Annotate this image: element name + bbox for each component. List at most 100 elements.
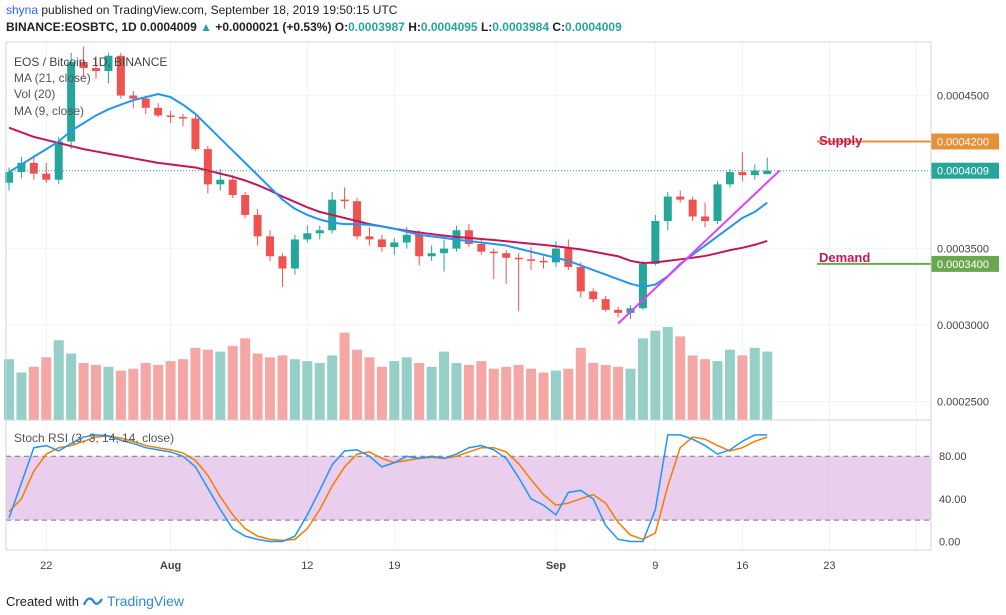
candle-body bbox=[266, 236, 275, 257]
high-label: H: bbox=[408, 20, 421, 34]
volume-bar bbox=[140, 363, 151, 420]
candle-body bbox=[725, 172, 734, 185]
stoch-rsi-title[interactable]: Stoch RSI (3, 3, 14, 14, close) bbox=[14, 431, 174, 445]
candle-body bbox=[489, 251, 498, 254]
candle-body bbox=[191, 118, 200, 150]
support-trendline bbox=[617, 169, 781, 325]
volume-bar bbox=[463, 364, 474, 420]
candle-body bbox=[377, 239, 386, 248]
volume-bar bbox=[376, 366, 387, 420]
candle-body bbox=[253, 214, 262, 237]
volume-bar bbox=[488, 368, 499, 420]
volume-bar bbox=[103, 366, 114, 420]
candle-body bbox=[514, 257, 523, 260]
close-label: C: bbox=[552, 20, 566, 34]
candle-body bbox=[738, 172, 747, 176]
candle-body bbox=[763, 170, 772, 175]
supply-label: Supply bbox=[819, 133, 863, 148]
ticker-last-price: 0.0004009 bbox=[140, 20, 197, 34]
ticker-bar: BINANCE:EOSBTC, 1D 0.0004009 ▲ +0.000002… bbox=[6, 20, 622, 34]
candle-body bbox=[303, 233, 312, 240]
up-arrow-icon: ▲ bbox=[200, 20, 212, 34]
volume-bar bbox=[302, 361, 313, 420]
demand-label: Demand bbox=[819, 250, 870, 265]
ticker-change: +0.0000021 (+0.53%) bbox=[215, 20, 332, 34]
tradingview-brand[interactable]: TradingView bbox=[106, 593, 185, 609]
ma9-line bbox=[8, 93, 768, 288]
candle-body bbox=[116, 55, 125, 96]
candle-body bbox=[278, 256, 287, 269]
created-with-text: Created with bbox=[6, 593, 79, 609]
x-tick-label: 23 bbox=[823, 560, 835, 572]
volume-bar bbox=[613, 366, 624, 420]
volume-bar bbox=[724, 349, 735, 420]
candle-body bbox=[216, 179, 225, 185]
candle-body bbox=[179, 116, 188, 119]
x-tick-label: Aug bbox=[160, 560, 181, 572]
candle-body bbox=[365, 236, 374, 240]
volume-bar bbox=[501, 366, 512, 420]
stoch-d-line bbox=[8, 435, 768, 542]
volume-bar bbox=[28, 366, 39, 420]
volume-bar bbox=[41, 357, 52, 420]
demand-price-tag-bg bbox=[931, 255, 999, 272]
volume-bar bbox=[16, 372, 27, 420]
volume-bar bbox=[53, 340, 64, 420]
candle-body bbox=[129, 95, 138, 99]
candle-body bbox=[551, 248, 560, 263]
price-tick-label: 0.0004500 bbox=[937, 91, 989, 103]
volume-bar bbox=[550, 370, 561, 420]
candle-body bbox=[42, 173, 51, 180]
candle-body bbox=[154, 107, 163, 116]
candle-body bbox=[402, 234, 411, 243]
volume-bar bbox=[439, 351, 450, 420]
candle-body bbox=[477, 244, 486, 252]
candle-body bbox=[663, 196, 672, 222]
volume-bar bbox=[78, 363, 89, 420]
candle-body bbox=[601, 299, 610, 310]
legend-volume[interactable]: Vol (20) bbox=[14, 87, 55, 101]
candle-body bbox=[502, 253, 511, 258]
footer: Created with TradingView bbox=[6, 593, 184, 609]
volume-bar bbox=[339, 332, 350, 420]
last-price-tag-bg bbox=[931, 162, 999, 179]
volume-bar bbox=[712, 361, 723, 420]
last-price-tag: 0.0004009 bbox=[937, 166, 989, 178]
volume-bar bbox=[202, 349, 213, 420]
volume-bar bbox=[762, 351, 773, 420]
candle-body bbox=[614, 309, 623, 313]
candle-body bbox=[427, 253, 436, 257]
legend-ma9[interactable]: MA (9, close) bbox=[14, 104, 84, 118]
close-value: 0.0004009 bbox=[565, 20, 622, 34]
publisher-username[interactable]: shyna bbox=[6, 3, 39, 17]
volume-bar bbox=[451, 363, 462, 420]
volume-bar bbox=[389, 361, 400, 420]
supply-price-tag: 0.0004200 bbox=[937, 136, 989, 148]
volume-bar bbox=[327, 355, 338, 420]
volume-bar bbox=[265, 357, 276, 420]
volume-bar bbox=[289, 359, 300, 420]
candle-body bbox=[104, 55, 113, 72]
tradingview-logo-icon bbox=[82, 597, 103, 606]
volume-bar bbox=[364, 357, 375, 420]
volume-bar bbox=[227, 345, 238, 420]
candle-body bbox=[576, 266, 585, 292]
candle-body bbox=[290, 239, 299, 269]
stoch-tick-label: 40.00 bbox=[939, 494, 967, 506]
legend-ma21[interactable]: MA (21, close) bbox=[14, 71, 91, 85]
x-tick-label: 12 bbox=[301, 560, 313, 572]
low-label: L: bbox=[480, 20, 493, 34]
publish-info: shyna published on TradingView.com, Sept… bbox=[6, 3, 397, 17]
volume-bar bbox=[277, 355, 288, 420]
candle-body bbox=[564, 248, 573, 267]
candle-body bbox=[67, 61, 76, 142]
candle-body bbox=[241, 195, 250, 215]
volume-bar bbox=[66, 353, 77, 420]
stoch-tick-label: 80.00 bbox=[939, 451, 967, 463]
volume-bar bbox=[625, 368, 636, 420]
volume-bar bbox=[190, 347, 201, 420]
volume-bar bbox=[240, 338, 251, 420]
candle-body bbox=[589, 291, 598, 300]
volume-bar bbox=[600, 364, 611, 420]
